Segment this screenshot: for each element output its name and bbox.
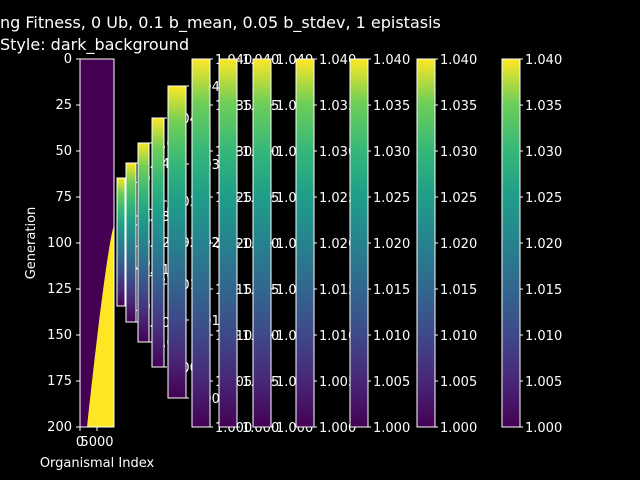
colorbar-tick-label: 1.000 bbox=[525, 421, 562, 436]
x-tick-label: 5000 bbox=[80, 435, 113, 450]
colorbar-tick-label: 1.020 bbox=[319, 237, 356, 252]
colorbar-tick-label: 1.010 bbox=[440, 329, 477, 344]
colorbar-tick-label: 1.010 bbox=[319, 329, 356, 344]
colorbar-tick-label: 1.035 bbox=[319, 99, 356, 114]
colorbar: 1.000 1.005 1.010 1.015 1.020 1.025 1.030 1.035… bbox=[295, 53, 356, 436]
y-tick-label: 200 bbox=[47, 420, 72, 435]
y-tick-label: 150 bbox=[47, 328, 72, 343]
colorbar-gradient bbox=[137, 142, 150, 343]
y-axis-label: Generation bbox=[24, 207, 39, 280]
colorbar-gradient bbox=[125, 162, 137, 323]
colorbar-tick-label: 1.040 bbox=[525, 53, 562, 68]
colorbar-tick-label: 1.020 bbox=[440, 237, 477, 252]
colorbar-gradient bbox=[501, 58, 521, 428]
colorbar-tick-label: 1.005 bbox=[525, 375, 562, 390]
colorbar-tick-label: 1.035 bbox=[525, 99, 562, 114]
colorbar-tick-label: 1.025 bbox=[319, 191, 356, 206]
heatmap-high-region bbox=[87, 224, 114, 427]
colorbar-tick-label: 1.030 bbox=[525, 145, 562, 160]
title-line-2: Style: dark_background bbox=[0, 35, 189, 55]
colorbar-tick-label: 1.035 bbox=[373, 99, 410, 114]
colorbar-tick-label: 1.025 bbox=[440, 191, 477, 206]
colorbar-gradient bbox=[191, 58, 211, 428]
colorbar-tick-label: 1.015 bbox=[525, 283, 562, 298]
colorbar-tick-label: 1.010 bbox=[373, 329, 410, 344]
colorbar-tick-label: 1.040 bbox=[373, 53, 410, 68]
colorbar-tick-label: 1.020 bbox=[373, 237, 410, 252]
y-tick-label: 25 bbox=[55, 98, 72, 113]
y-tick-label: 175 bbox=[47, 374, 72, 389]
colorbar-gradient bbox=[151, 117, 165, 368]
colorbar-gradient bbox=[218, 58, 238, 428]
colorbar: 1.000 1.005 1.010 1.015 1.020 1.025 1.030 1.035… bbox=[349, 53, 410, 436]
x-axis-label: Organismal Index bbox=[40, 456, 155, 471]
colorbar-tick-label: 1.005 bbox=[373, 375, 410, 390]
colorbar-tick-label: 1.000 bbox=[319, 421, 356, 436]
colorbar-tick-label: 1.040 bbox=[319, 53, 356, 68]
title-line-1: ng Fitness, 0 Ub, 0.1 b_mean, 0.05 b_std… bbox=[0, 13, 441, 33]
colorbar: 1.000 1.005 1.010 1.015 1.020 1.025 1.030 1.035… bbox=[501, 53, 562, 436]
y-tick-label: 75 bbox=[55, 190, 72, 205]
colorbar-tick-label: 1.030 bbox=[319, 145, 356, 160]
colorbar-gradient bbox=[252, 58, 272, 428]
colorbar-gradient bbox=[295, 58, 315, 428]
colorbar-tick-label: 1.010 bbox=[525, 329, 562, 344]
colorbar-gradient bbox=[167, 85, 187, 399]
colorbar-tick-label: 1.030 bbox=[440, 145, 477, 160]
colorbar-tick-label: 1.025 bbox=[525, 191, 562, 206]
colorbar: 1.000 1.005 1.010 1.015 1.020 1.025 1.030 1.035… bbox=[416, 53, 477, 436]
y-tick-label: 100 bbox=[47, 236, 72, 251]
heatmap-plot bbox=[79, 58, 115, 428]
y-tick-label: 125 bbox=[47, 282, 72, 297]
colorbar-gradient bbox=[349, 58, 369, 428]
colorbar-tick-label: 1.040 bbox=[440, 53, 477, 68]
colorbar-gradient bbox=[416, 58, 436, 428]
colorbar-tick-label: 1.025 bbox=[373, 191, 410, 206]
colorbar-tick-label: 1.020 bbox=[525, 237, 562, 252]
y-tick-label: 50 bbox=[55, 144, 72, 159]
y-tick-label: 0 bbox=[64, 52, 72, 67]
colorbar-tick-label: 1.035 bbox=[440, 99, 477, 114]
colorbar-tick-label: 1.030 bbox=[373, 145, 410, 160]
colorbar-tick-label: 1.005 bbox=[319, 375, 356, 390]
colorbar-tick-label: 1.015 bbox=[373, 283, 410, 298]
y-axis: 0 25 50 75 100 125 150 175 200 bbox=[47, 52, 80, 435]
colorbar-tick-label: 1.015 bbox=[440, 283, 477, 298]
colorbar-gradient bbox=[116, 177, 126, 307]
colorbar-tick-label: 1.005 bbox=[440, 375, 477, 390]
colorbar-tick-label: 1.000 bbox=[373, 421, 410, 436]
colorbars: 1.001.011.011.011.011.001.011.031.041.02… bbox=[116, 53, 562, 436]
colorbar-tick-label: 1.015 bbox=[319, 283, 356, 298]
colorbar-tick-label: 1.000 bbox=[440, 421, 477, 436]
x-tick-label: 0 bbox=[76, 435, 84, 450]
